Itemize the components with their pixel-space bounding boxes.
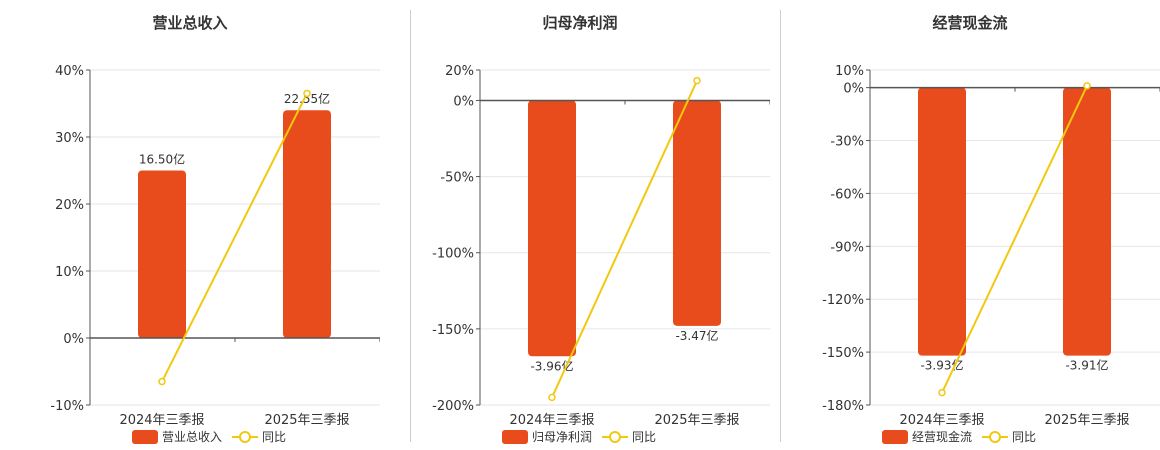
chart-legend: 经营现金流 同比	[882, 428, 1036, 445]
legend-line-label: 同比	[1012, 430, 1037, 444]
bar-value-label: 22.55亿	[284, 91, 330, 106]
cash-flow-chart-panel: 经营现金流 10% 0% -30% -60% -90% -120% -150% -180% -3…	[780, 0, 1160, 450]
chart-legend: 营业总收入 同比	[132, 428, 286, 445]
y-tick-label: -50%	[440, 171, 474, 186]
y-tick-label: 0%	[453, 94, 474, 109]
panel-divider	[780, 10, 781, 442]
yoy-point	[548, 393, 556, 402]
yoy-line	[161, 93, 308, 382]
y-tick-label: -120%	[822, 293, 864, 308]
bar-value-label: -3.47亿	[675, 328, 718, 343]
y-tick-label: -10%	[50, 399, 84, 414]
x-tick-label: 2025年三季报	[654, 413, 739, 428]
y-tick-label: 0%	[843, 82, 864, 97]
yoy-line	[551, 80, 698, 398]
y-tick-label: -60%	[830, 187, 864, 202]
chart-legend: 归母净利润 同比	[502, 428, 656, 445]
revenue-chart-panel: 营业总收入 40% 30% 20% 10% 0% -10% 16.50亿 22.55亿 2024…	[0, 0, 380, 450]
bar	[918, 87, 966, 356]
y-tick-label: 30%	[55, 131, 84, 146]
bar	[673, 100, 721, 326]
y-tick-label: 40%	[55, 64, 84, 79]
y-tick-label: -200%	[432, 399, 474, 414]
legend-line-swatch	[602, 430, 629, 444]
revenue-chart-svg: 40% 30% 20% 10% 0% -10% 16.50亿 22.55亿 2024年三季报 20…	[50, 64, 380, 428]
chart-title: 营业总收入	[152, 14, 228, 32]
bar	[1063, 87, 1111, 356]
legend-bar-swatch	[132, 429, 158, 444]
y-tick-label: -100%	[432, 247, 474, 262]
legend-line-label: 同比	[262, 430, 287, 444]
y-tick-label: 0%	[63, 332, 84, 347]
chart-title: 归母净利润	[542, 14, 618, 32]
legend-bar-label: 经营现金流	[912, 430, 973, 444]
net-profit-chart-svg: 20% 0% -50% -100% -150% -200% -3.96亿 -3.47亿 2024…	[432, 64, 770, 428]
bar-value-label: 16.50亿	[139, 152, 185, 167]
bar-value-label: -3.91亿	[1065, 358, 1108, 373]
bar	[528, 100, 576, 357]
bar	[283, 110, 331, 338]
y-tick-label: -180%	[822, 399, 864, 414]
x-tick-label: 2025年三季报	[1044, 413, 1129, 428]
yoy-point	[693, 76, 701, 85]
y-tick-label: 20%	[445, 64, 474, 79]
legend-bar-swatch	[502, 429, 528, 444]
yoy-point	[158, 377, 166, 386]
y-tick-label: -150%	[432, 323, 474, 338]
cash-flow-chart-svg: 10%0%-30%-60%-90%-120%-150%-180%-3.93亿 -3…	[822, 64, 1160, 428]
y-tick-label: 10%	[55, 265, 84, 280]
bar	[138, 170, 186, 338]
y-tick-label: -150%	[822, 346, 864, 361]
legend-line-swatch	[232, 430, 259, 444]
x-tick-label: 2024年三季报	[509, 413, 594, 428]
x-tick-label: 2024年三季报	[119, 413, 204, 428]
panel-divider	[410, 10, 411, 442]
net-profit-chart-panel: 归母净利润 20% 0% -50% -100% -150% -200% -3.96亿 -3.4…	[390, 0, 770, 450]
y-tick-label: -30%	[830, 135, 864, 150]
yoy-point	[938, 388, 946, 397]
yoy-point	[1083, 82, 1091, 90]
bar-value-label: -3.96亿	[530, 358, 573, 373]
legend-bar-label: 营业总收入	[162, 430, 223, 444]
y-tick-label: 10%	[835, 64, 864, 79]
chart-title: 经营现金流	[932, 14, 1008, 32]
x-tick-label: 2025年三季报	[264, 413, 349, 428]
legend-line-label: 同比	[632, 430, 657, 444]
y-tick-label: 20%	[55, 198, 84, 213]
yoy-line	[941, 85, 1088, 394]
legend-line-swatch	[982, 430, 1009, 444]
yoy-point	[303, 89, 311, 98]
x-tick-label: 2024年三季报	[899, 413, 984, 428]
legend-bar-label: 归母净利润	[532, 430, 593, 444]
legend-bar-swatch	[882, 429, 908, 444]
y-tick-label: -90%	[830, 240, 864, 255]
